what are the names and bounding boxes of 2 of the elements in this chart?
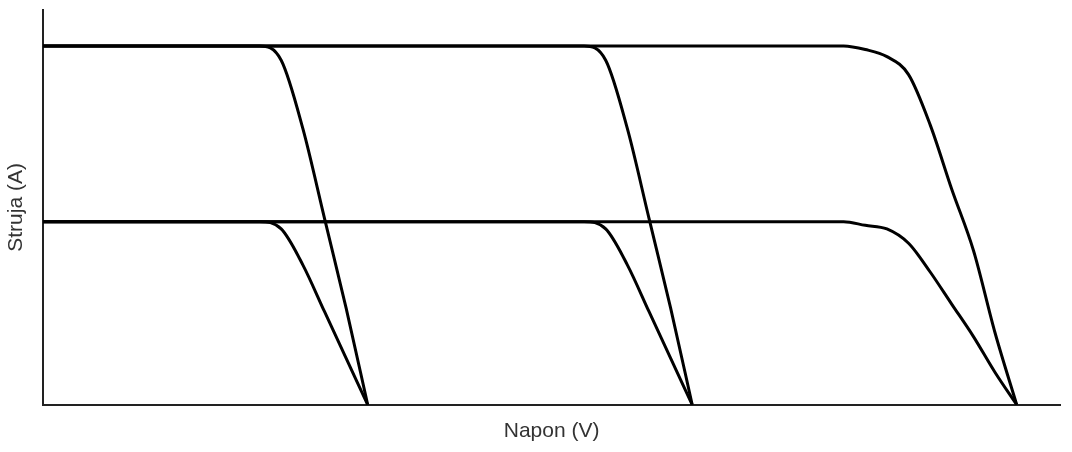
y-axis-title: Struja (A) (3, 163, 27, 252)
x-axis-title: Napon (V) (503, 418, 600, 442)
